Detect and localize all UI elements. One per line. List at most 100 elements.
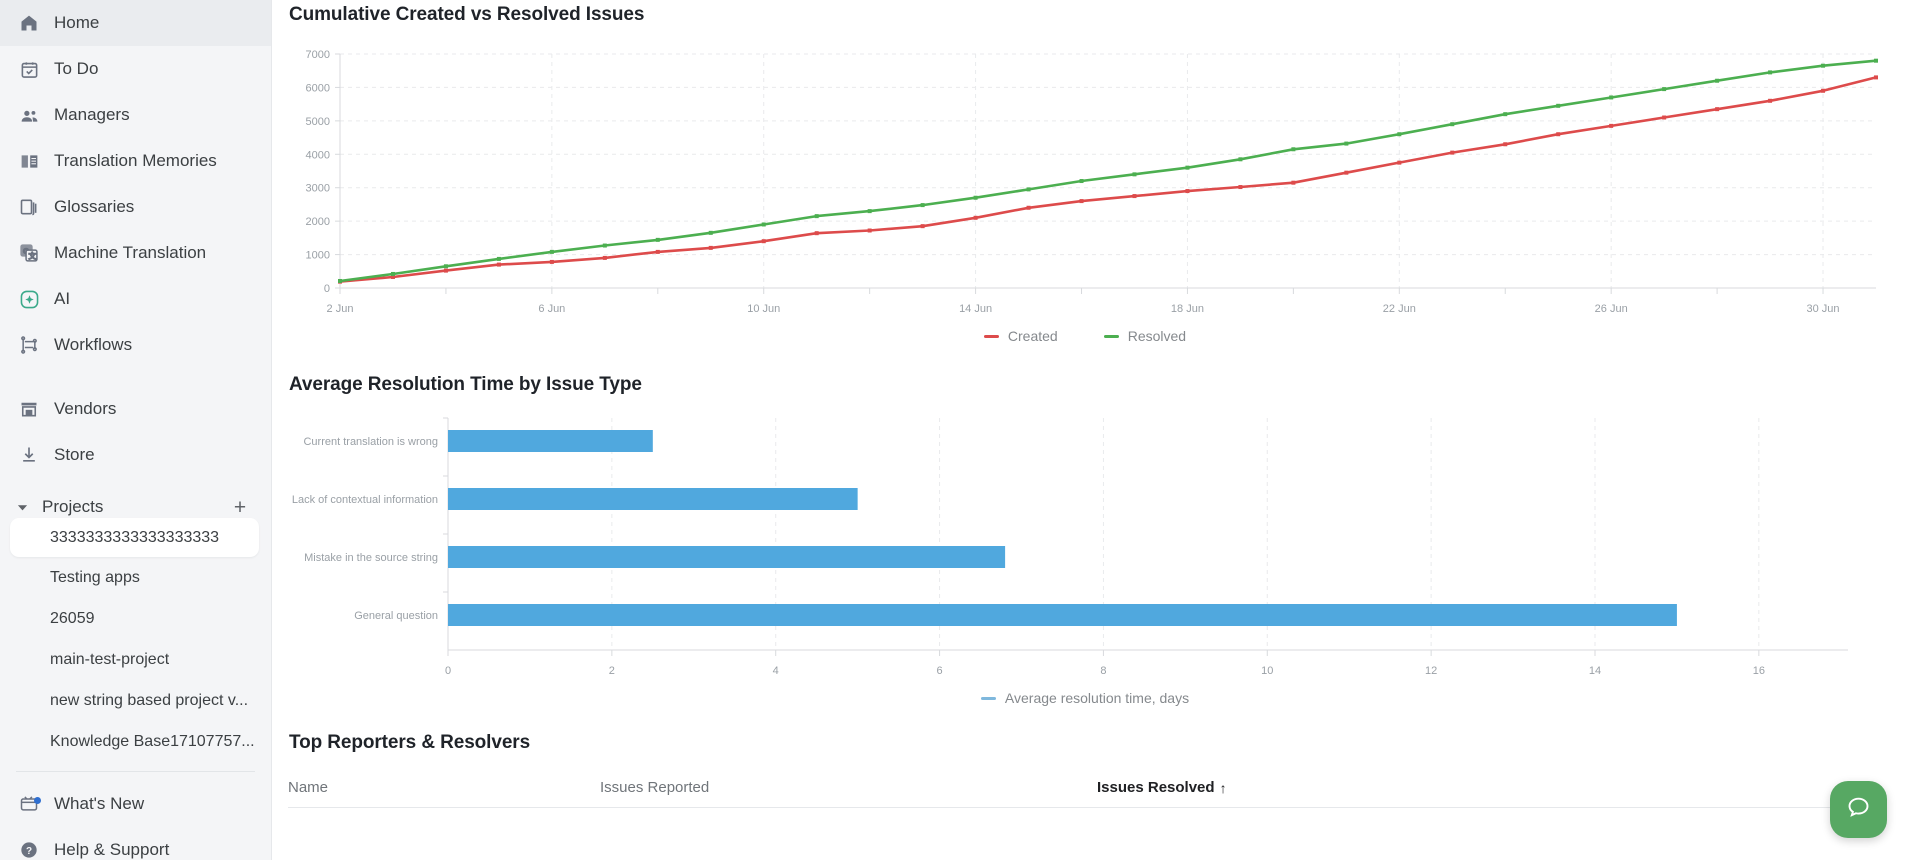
column-header-name[interactable]: Name (288, 779, 329, 796)
cumulative-issues-chart[interactable]: 0 1000 2000 3000 4000 5000 6000 7000 2 Jun 6 Jun 1… (288, 44, 1882, 322)
main-content: Cumulative Created vs Resolved Issues 0 1… (272, 0, 1915, 860)
svg-text:14 Jun: 14 Jun (959, 303, 992, 315)
chat-bubble-icon (1845, 794, 1872, 826)
sidebar-item-label: Store (54, 445, 95, 464)
chevron-down-icon[interactable] (14, 502, 30, 513)
avg-resolution-time-section: Average Resolution Time by Issue Type 0 2… (288, 370, 1915, 706)
people-icon (18, 104, 40, 126)
sidebar-item-label: Home (54, 13, 100, 32)
svg-text:22 Jun: 22 Jun (1383, 303, 1416, 315)
svg-text:10 Jun: 10 Jun (747, 303, 780, 315)
store-front-icon (18, 398, 40, 420)
svg-text:Lack of contextual information: Lack of contextual information (292, 494, 438, 506)
ai-sparkle-icon (18, 288, 40, 310)
svg-text:4: 4 (773, 665, 779, 677)
legend-item-created[interactable]: Created (983, 328, 1058, 344)
sidebar-item-help-support[interactable]: ? Help & Support (0, 827, 271, 860)
legend-swatch (980, 696, 996, 700)
sidebar-item-label: What's New (54, 794, 145, 813)
section-title-top-reporters: Top Reporters & Resolvers (289, 732, 531, 753)
sidebar-item-managers[interactable]: Managers (0, 92, 271, 138)
legend-label: Average resolution time, days (1004, 690, 1190, 706)
legend-item-resolved[interactable]: Resolved (1103, 328, 1187, 344)
svg-text:26 Jun: 26 Jun (1595, 303, 1628, 315)
line-chart-legend: Created Resolved (288, 328, 1882, 344)
top-reporters-resolvers-section: Top Reporters & Resolvers Name Issues Re… (288, 728, 1915, 808)
legend-swatch (1103, 334, 1119, 338)
svg-text:7000: 7000 (306, 49, 330, 61)
svg-text:4000: 4000 (306, 149, 330, 161)
translate-icon: G文 (18, 242, 40, 264)
svg-text:12: 12 (1425, 665, 1437, 677)
svg-text:6 Jun: 6 Jun (538, 303, 565, 315)
svg-text:10: 10 (1261, 665, 1273, 677)
sidebar-item-home[interactable]: Home (0, 0, 271, 46)
column-header-issues-reported[interactable]: Issues Reported (600, 779, 710, 796)
todo-calendar-icon (18, 58, 40, 80)
project-label: 26059 (50, 609, 95, 627)
legend-item-avg-resolution-time[interactable]: Average resolution time, days (980, 690, 1190, 706)
sidebar-item-vendors[interactable]: Vendors (0, 386, 271, 432)
svg-text:Mistake in the source string: Mistake in the source string (304, 552, 438, 564)
svg-text:1000: 1000 (306, 250, 330, 262)
page-title: Cumulative Created vs Resolved Issues (289, 4, 645, 25)
help-circle-icon: ? (18, 839, 40, 860)
project-item[interactable]: main-test-project (0, 639, 271, 680)
project-item[interactable]: Testing apps (0, 557, 271, 598)
cumulative-issues-section: Cumulative Created vs Resolved Issues 0 1… (288, 0, 1915, 344)
project-label: Testing apps (50, 568, 140, 586)
sidebar-item-whats-new[interactable]: What's New (0, 781, 271, 827)
sidebar-item-label: Vendors (54, 399, 117, 418)
projects-section-header: Projects + (0, 496, 271, 518)
column-header-label: Issues Resolved (1097, 779, 1215, 796)
svg-text:30 Jun: 30 Jun (1807, 303, 1840, 315)
sidebar-item-glossaries[interactable]: Glossaries (0, 184, 271, 230)
project-label: main-test-project (50, 650, 170, 668)
sort-ascending-icon: ↑ (1219, 779, 1227, 796)
sidebar-item-translation-memories[interactable]: Translation Memories (0, 138, 271, 184)
sidebar: Home To Do Managers Translation Memories (0, 0, 272, 860)
svg-text:?: ? (26, 846, 32, 857)
sidebar-item-store[interactable]: Store (0, 432, 271, 478)
project-item-active[interactable]: 3333333333333333333 (10, 518, 259, 557)
projects-list: 3333333333333333333 Testing apps 26059 m… (0, 518, 271, 762)
svg-text:0: 0 (324, 283, 330, 295)
svg-text:6000: 6000 (306, 82, 330, 94)
sidebar-item-ai[interactable]: AI (0, 276, 271, 322)
bar-chart-svg: 0 2 4 6 8 10 12 14 16 Current translation is wron… (292, 417, 1848, 677)
sidebar-item-to-do[interactable]: To Do (0, 46, 271, 92)
sidebar-item-label: To Do (54, 59, 99, 78)
svg-text:3000: 3000 (306, 183, 330, 195)
svg-text:14: 14 (1589, 665, 1601, 677)
legend-label: Resolved (1127, 328, 1187, 344)
book-icon (18, 150, 40, 172)
svg-text:Current translation is wrong: Current translation is wrong (303, 436, 438, 448)
whats-new-icon (18, 793, 41, 815)
project-item[interactable]: Knowledge Base17107757... (0, 721, 271, 762)
sidebar-item-machine-translation[interactable]: G文 Machine Translation (0, 230, 271, 276)
svg-text:16: 16 (1753, 665, 1765, 677)
help-chat-button[interactable] (1830, 781, 1887, 838)
project-label: 3333333333333333333 (50, 528, 220, 546)
projects-section-title[interactable]: Projects (42, 497, 104, 516)
legend-swatch (983, 334, 999, 338)
sidebar-item-workflows[interactable]: Workflows (0, 322, 271, 368)
svg-text:2000: 2000 (306, 216, 330, 228)
svg-text:General question: General question (354, 610, 438, 622)
project-item[interactable]: new string based project v... (0, 680, 271, 721)
project-label: Knowledge Base17107757... (50, 732, 255, 750)
project-item[interactable]: 26059 (0, 598, 271, 639)
column-header-issues-resolved[interactable]: Issues Resolved ↑ (1097, 779, 1247, 796)
add-project-button[interactable]: + (233, 495, 247, 519)
sidebar-item-label: Machine Translation (54, 243, 207, 262)
sidebar-primary-nav: Home To Do Managers Translation Memories (0, 0, 271, 368)
sidebar-item-label: Translation Memories (54, 151, 217, 170)
home-icon (18, 12, 40, 34)
download-icon (18, 444, 40, 466)
project-label: new string based project v... (50, 691, 249, 709)
line-chart-svg: 0 1000 2000 3000 4000 5000 6000 7000 2 Jun 6 Jun 1… (306, 49, 1878, 315)
sidebar-item-label: Help & Support (54, 840, 170, 859)
avg-resolution-time-chart[interactable]: 0 2 4 6 8 10 12 14 16 Current translation is wron… (288, 412, 1882, 684)
sidebar-secondary-nav: Vendors Store (0, 386, 271, 478)
